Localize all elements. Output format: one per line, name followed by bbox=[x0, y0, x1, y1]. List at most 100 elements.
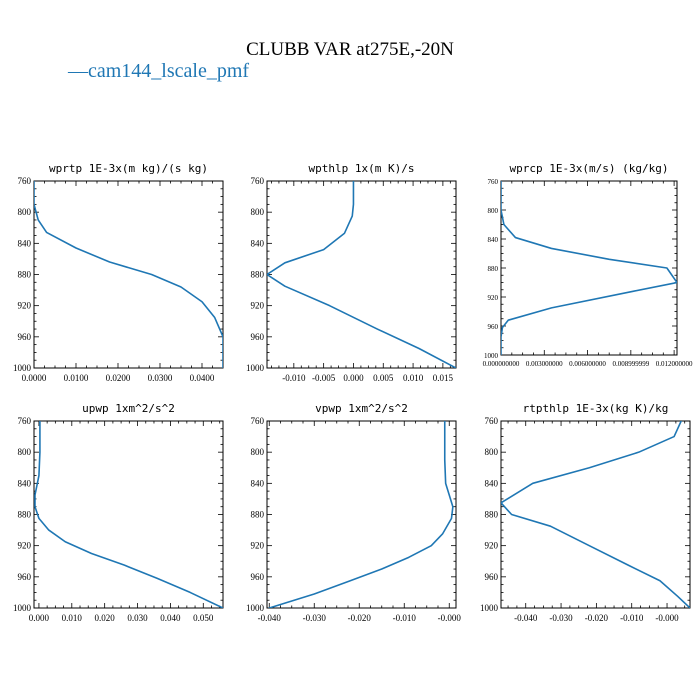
y-tick-label: 760 bbox=[251, 416, 265, 426]
y-tick-label: 960 bbox=[485, 572, 499, 582]
x-tick-label: 0.010 bbox=[62, 613, 83, 623]
panel-3: wprcp 1E-3x(m/s) (kg/kg) 760 800 840 880 920 9… bbox=[483, 162, 693, 368]
y-tick-label: 960 bbox=[251, 572, 265, 582]
plot-frame bbox=[266, 420, 457, 609]
x-tick-label: 0.000 bbox=[343, 373, 364, 383]
y-tick-label: 840 bbox=[251, 238, 265, 248]
y-tick-label: 920 bbox=[251, 541, 265, 551]
y-tick-label: 880 bbox=[251, 510, 265, 520]
y-tick-label: 840 bbox=[18, 238, 32, 248]
x-tick-label: 0.012000000 bbox=[656, 360, 693, 368]
panel-4: upwp 1xm^2/s^2 760 800 840 880 920 960 10000.00… bbox=[13, 402, 224, 623]
x-tick-label: 0.040 bbox=[160, 613, 181, 623]
y-tick-label: 1000 bbox=[246, 363, 265, 373]
panel-1: wprtp 1E-3x(m kg)/(s kg) 760 800 840 880 920 9… bbox=[13, 162, 224, 383]
x-tick-label: -0.040 bbox=[514, 613, 538, 623]
y-tick-label: 960 bbox=[18, 572, 32, 582]
x-tick-label: -0.010 bbox=[620, 613, 644, 623]
y-tick-label: 960 bbox=[251, 332, 265, 342]
x-tick-label: 0.020 bbox=[95, 613, 116, 623]
y-tick-label: 880 bbox=[18, 510, 32, 520]
x-tick-label: 0.003000000 bbox=[526, 360, 563, 368]
y-tick-label: 840 bbox=[251, 478, 265, 488]
panel-2: wpthlp 1x(m K)/s 760 800 840 880 920 960 1000 -0… bbox=[246, 162, 457, 383]
plot-frame bbox=[266, 180, 457, 369]
x-tick-label: 0.0100 bbox=[64, 373, 89, 383]
y-tick-label: 1000 bbox=[13, 603, 32, 613]
legend-label: cam144_lscale_pmf bbox=[88, 60, 249, 82]
x-tick-label: -0.000 bbox=[438, 613, 462, 623]
x-tick-label: 0.0200 bbox=[106, 373, 131, 383]
x-tick-label: -0.000 bbox=[655, 613, 679, 623]
y-tick-label: 920 bbox=[18, 301, 32, 311]
x-tick-label: -0.010 bbox=[393, 613, 417, 623]
x-tick-label: 0.0400 bbox=[190, 373, 215, 383]
y-tick-label: 960 bbox=[488, 323, 499, 331]
y-tick-label: 920 bbox=[18, 541, 32, 551]
x-tick-label: -0.030 bbox=[549, 613, 573, 623]
plot-frame bbox=[500, 420, 691, 609]
x-tick-label: 0.006000000 bbox=[569, 360, 606, 368]
y-tick-label: 880 bbox=[251, 270, 265, 280]
y-tick-label: 800 bbox=[485, 447, 499, 457]
x-tick-label: -0.040 bbox=[258, 613, 282, 623]
figure-title: CLUBB VAR at275E,-20N bbox=[246, 39, 454, 60]
x-tick-label: 0.005 bbox=[373, 373, 394, 383]
y-tick-label: 840 bbox=[18, 478, 32, 488]
y-tick-label: 920 bbox=[488, 294, 499, 302]
y-tick-label: 920 bbox=[251, 301, 265, 311]
x-tick-label: -0.020 bbox=[348, 613, 372, 623]
legend-line-icon: — bbox=[67, 60, 89, 82]
plot-frame bbox=[33, 180, 224, 369]
y-tick-label: 760 bbox=[251, 176, 265, 186]
y-tick-label: 760 bbox=[485, 416, 499, 426]
series-line bbox=[267, 181, 456, 368]
panel-title: wprtp 1E-3x(m kg)/(s kg) bbox=[49, 162, 208, 175]
y-tick-label: 800 bbox=[251, 207, 265, 217]
x-tick-label: 0.0300 bbox=[148, 373, 173, 383]
y-tick-label: 880 bbox=[18, 270, 32, 280]
y-tick-label: 800 bbox=[251, 447, 265, 457]
plot-frame bbox=[500, 180, 678, 356]
x-tick-label: 0.008999999 bbox=[612, 360, 649, 368]
y-tick-label: 1000 bbox=[246, 603, 265, 613]
x-tick-label: -0.005 bbox=[312, 373, 336, 383]
x-tick-label: 0.015 bbox=[433, 373, 454, 383]
y-tick-label: 920 bbox=[485, 541, 499, 551]
y-tick-label: 1000 bbox=[13, 363, 32, 373]
x-tick-label: -0.020 bbox=[585, 613, 609, 623]
y-tick-label: 960 bbox=[18, 332, 32, 342]
x-tick-label: 0.050 bbox=[193, 613, 214, 623]
y-tick-label: 760 bbox=[18, 176, 32, 186]
panel-title: wprcp 1E-3x(m/s) (kg/kg) bbox=[510, 162, 669, 175]
y-tick-label: 800 bbox=[488, 207, 499, 215]
panel-6: rtpthlp 1E-3x(kg K)/kg 760 800 840 880 920 960… bbox=[480, 402, 691, 623]
y-tick-label: 880 bbox=[485, 510, 499, 520]
series-line bbox=[34, 421, 223, 608]
y-tick-label: 1000 bbox=[484, 352, 499, 360]
y-tick-label: 1000 bbox=[480, 603, 499, 613]
panels: wprtp 1E-3x(m kg)/(s kg) 760 800 840 880 920 9… bbox=[13, 162, 693, 623]
x-tick-label: 0.010 bbox=[403, 373, 424, 383]
x-tick-label: 0.030 bbox=[127, 613, 148, 623]
panel-title: rtpthlp 1E-3x(kg K)/kg bbox=[523, 402, 669, 415]
y-tick-label: 800 bbox=[18, 207, 32, 217]
panel-title: vpwp 1xm^2/s^2 bbox=[315, 402, 408, 415]
panel-title: upwp 1xm^2/s^2 bbox=[82, 402, 175, 415]
x-tick-label: -0.030 bbox=[303, 613, 327, 623]
series-line bbox=[501, 181, 677, 355]
x-tick-label: 0.0000 bbox=[22, 373, 47, 383]
legend: — cam144_lscale_pmf bbox=[67, 60, 249, 82]
series-line bbox=[501, 421, 690, 608]
x-tick-label: 0.000 bbox=[29, 613, 50, 623]
series-line bbox=[268, 421, 454, 608]
panel-title: wpthlp 1x(m K)/s bbox=[309, 162, 415, 175]
plot-frame bbox=[33, 420, 224, 609]
y-tick-label: 760 bbox=[18, 416, 32, 426]
y-tick-label: 840 bbox=[488, 236, 499, 244]
series-line bbox=[34, 181, 223, 368]
y-tick-label: 880 bbox=[488, 265, 499, 273]
x-tick-label: 0.000000000 bbox=[483, 360, 520, 368]
x-tick-label: -0.010 bbox=[282, 373, 306, 383]
